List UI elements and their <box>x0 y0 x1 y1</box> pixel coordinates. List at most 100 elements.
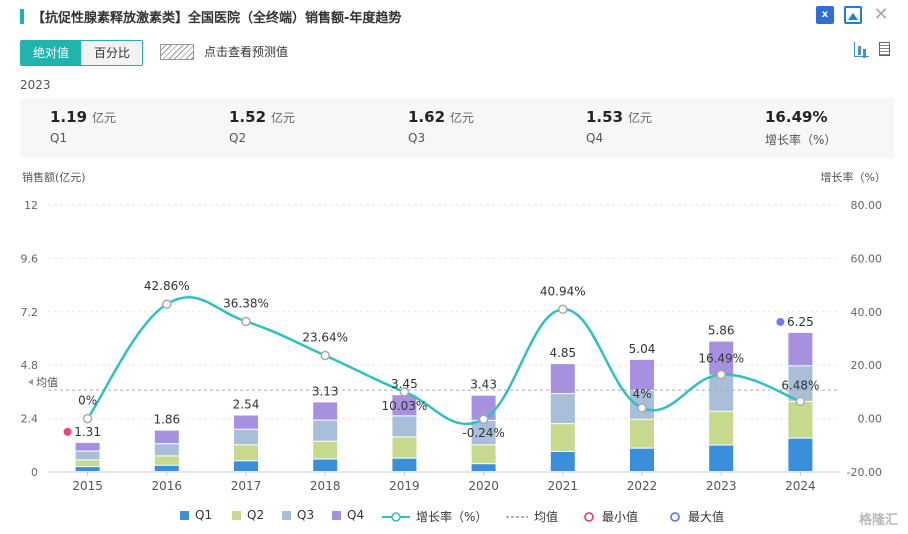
growth-label-2018: 23.64% <box>302 330 348 344</box>
legend-line-growth-icon <box>382 511 410 522</box>
legend-q3[interactable]: Q3 <box>282 508 314 522</box>
legend-q1[interactable]: Q1 <box>180 508 212 522</box>
bar-total-label-2023: 5.86 <box>708 324 735 338</box>
y-tick-left: 0 <box>31 466 38 479</box>
absolute-value-button[interactable]: 绝对值 <box>21 41 82 65</box>
bar-q3-2020 <box>471 420 496 445</box>
bar-q3-2021 <box>550 394 575 424</box>
bar-total-label-2021: 4.85 <box>549 346 576 360</box>
x-tick-label: 2016 <box>152 479 183 493</box>
forecast-toggle[interactable]: 点击查看预测值 <box>160 43 288 60</box>
bar-q4-2015 <box>75 442 100 451</box>
x-tick-label: 2018 <box>310 479 341 493</box>
legend-max-marker-icon <box>670 511 680 522</box>
bar-q3-2018 <box>313 420 338 441</box>
bar-total-label-2024: 6.25 <box>787 315 814 329</box>
y-axis-left-title: 销售额(亿元) <box>22 170 86 184</box>
stat-growth: 16.49% 增长率（%） <box>765 107 836 148</box>
y-tick-right: 0.00 <box>858 413 883 426</box>
bar-q2-2015 <box>75 460 100 467</box>
y-tick-right: 60.00 <box>851 252 883 265</box>
stat-name: 增长率（%） <box>765 133 837 147</box>
legend-label: 最大值 <box>688 510 725 524</box>
bar-q2-2019 <box>392 437 417 458</box>
legend-dashed-line-icon <box>506 515 528 518</box>
bar-total-label-2022: 5.04 <box>629 342 656 356</box>
bar-q3-2019 <box>392 416 417 437</box>
growth-point-2020 <box>478 414 489 424</box>
bar-q3-2024 <box>788 366 813 401</box>
bar-q1-2018 <box>313 459 338 471</box>
bar-q2-2023 <box>709 411 734 445</box>
bar-q2-2022 <box>630 419 654 448</box>
mean-pointer-icon <box>28 379 33 386</box>
title-bar: 【抗促性腺素释放激素类】全国医院（全终端）销售额-年度趋势 x ✕ <box>20 6 890 28</box>
y-tick-left: 9.6 <box>21 252 39 265</box>
stat-value: 1.19 <box>50 108 88 126</box>
x-tick-label: 2020 <box>468 479 499 493</box>
stat-name: Q3 <box>408 131 426 145</box>
bar-q2-2016 <box>154 456 179 465</box>
x-tick-label: 2015 <box>72 479 103 493</box>
bar-total-label-2015: 1.31 <box>74 425 101 439</box>
bar-q3-2017 <box>234 429 258 445</box>
growth-point-2023 <box>716 369 726 380</box>
mean-label: 均值 <box>36 376 58 389</box>
bar-total-label-2019: 3.45 <box>391 377 418 391</box>
growth-label-2021: 40.94% <box>540 284 586 298</box>
growth-label-2015: 0% <box>78 394 97 408</box>
legend-label: Q3 <box>297 508 315 522</box>
y-tick-right: 80.00 <box>851 199 883 212</box>
legend-label: 最小值 <box>602 510 639 524</box>
legend-growth[interactable]: 增长率（%） <box>382 508 487 525</box>
legend-min[interactable]: 最小值 <box>582 508 638 525</box>
percentage-button[interactable]: 百分比 <box>81 41 143 65</box>
chart-legend: Q1 Q2 Q3 Q4 增长率（%） 均值 最小值 最大值 <box>0 508 908 528</box>
growth-point-2022 <box>637 403 647 413</box>
legend-label: Q4 <box>347 508 365 522</box>
sales-trend-chart: 销售额(亿元) 增长率（%） 0 2.4 4.8 7.2 9.6 12 -20.00 0.00 20… <box>21 170 887 493</box>
legend-label: Q1 <box>195 508 213 522</box>
legend-q2[interactable]: Q2 <box>232 508 264 522</box>
y-tick-right: 40.00 <box>851 306 883 319</box>
legend-label: 均值 <box>534 510 559 524</box>
close-icon[interactable]: ✕ <box>873 4 889 25</box>
bar-q3-2023 <box>709 375 734 411</box>
x-tick-label: 2021 <box>548 479 579 493</box>
stat-value: 1.52 <box>229 108 267 126</box>
growth-label-2022: 4% <box>632 387 651 401</box>
bar-total-label-2018: 3.13 <box>312 384 339 398</box>
legend-mean[interactable]: 均值 <box>506 508 558 525</box>
bar-q1-2015 <box>75 467 100 471</box>
excel-export-icon[interactable]: x <box>816 6 834 24</box>
bar-q1-2020 <box>471 464 496 471</box>
stat-unit: 亿元 <box>450 111 475 125</box>
legend-max[interactable]: 最大值 <box>668 508 724 525</box>
image-export-icon[interactable] <box>844 6 862 24</box>
legend-label: Q2 <box>247 508 265 522</box>
y-tick-left: 12 <box>24 199 38 212</box>
growth-label-2017: 36.38% <box>223 296 269 310</box>
x-tick-label: 2017 <box>231 479 262 493</box>
stat-value: 16.49% <box>765 108 828 126</box>
page-title: 【抗促性腺素释放激素类】全国医院（全终端）销售额-年度趋势 <box>32 11 402 26</box>
bar-q2-2021 <box>550 424 575 451</box>
legend-swatch-q4 <box>332 510 341 520</box>
y-tick-right: 20.00 <box>851 359 883 372</box>
bar-q1-2017 <box>234 461 258 471</box>
min-value-marker <box>63 427 72 436</box>
table-view-icon[interactable] <box>879 42 890 56</box>
stat-name: Q4 <box>586 131 604 145</box>
legend-q4[interactable]: Q4 <box>332 508 364 522</box>
summary-panel: 1.19 亿元 Q1 1.52 亿元 Q2 1.62 亿元 Q3 1.53 亿元 Q4 … <box>20 98 894 158</box>
legend-min-marker-icon <box>584 511 594 522</box>
bar-q1-2019 <box>392 458 417 471</box>
bar-chart-icon[interactable] <box>854 42 869 57</box>
watermark-logo: 格隆汇 <box>858 513 898 528</box>
growth-label-2023: 16.49% <box>698 352 744 366</box>
bar-q4-2021 <box>550 364 575 394</box>
summary-year: 2023 <box>20 78 51 92</box>
bar-q4-2019 <box>392 395 417 416</box>
bar-q1-2016 <box>154 465 179 471</box>
growth-label-2020: -0.24% <box>462 426 504 440</box>
